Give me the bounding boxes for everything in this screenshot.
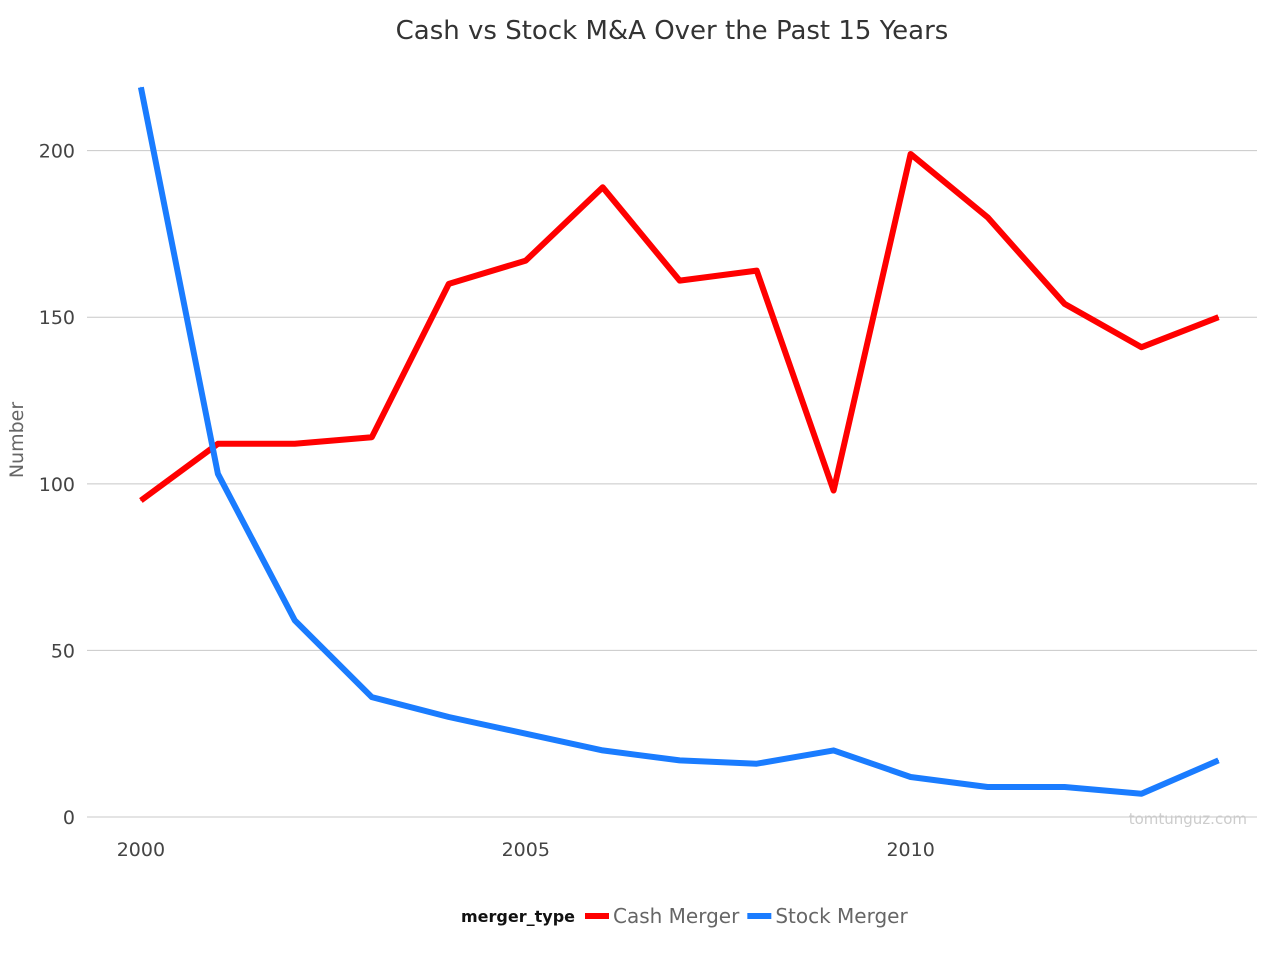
data-point-cash-merger xyxy=(756,270,758,272)
data-point-cash-merger xyxy=(217,443,219,445)
watermark: tomtunguz.com xyxy=(1129,810,1247,828)
data-point-stock-merger xyxy=(987,786,989,788)
data-point-stock-merger xyxy=(140,86,142,88)
data-point-stock-merger xyxy=(602,749,604,751)
y-tick-label: 0 xyxy=(63,807,75,829)
y-axis-ticks: 0 50 100 150 200 xyxy=(39,141,75,829)
data-point-cash-merger xyxy=(1218,316,1219,318)
data-point-cash-merger xyxy=(371,436,373,438)
series-cash-merger xyxy=(139,151,1220,503)
x-tick-label: 2000 xyxy=(117,839,165,861)
data-point-stock-merger xyxy=(833,749,835,751)
legend-items: Cash Merger Stock Merger xyxy=(585,904,908,928)
y-tick-label: 200 xyxy=(39,141,75,163)
data-point-stock-merger xyxy=(679,759,681,761)
data-point-stock-merger xyxy=(294,619,296,621)
series-lines xyxy=(137,86,1220,797)
data-point-stock-merger xyxy=(217,473,219,475)
y-tick-label: 150 xyxy=(39,307,75,329)
legend-label-stock-merger: Stock Merger xyxy=(775,904,908,928)
data-point-stock-merger xyxy=(1141,793,1142,795)
data-point-cash-merger xyxy=(1064,303,1066,305)
data-point-cash-merger xyxy=(294,443,296,445)
gridlines xyxy=(87,150,1257,818)
legend-item-stock-merger: Stock Merger xyxy=(747,904,908,928)
data-point-cash-merger xyxy=(833,490,835,491)
data-point-cash-merger xyxy=(525,260,527,262)
chart-title: Cash vs Stock M&A Over the Past 15 Years xyxy=(396,16,949,46)
data-point-stock-merger xyxy=(1064,786,1066,788)
data-point-stock-merger xyxy=(448,716,450,718)
series-line-cash-merger xyxy=(139,151,1220,503)
data-point-cash-merger xyxy=(1141,346,1142,348)
series-stock-merger xyxy=(137,86,1220,797)
x-tick-label: 2005 xyxy=(502,839,550,861)
data-point-cash-merger xyxy=(602,186,604,188)
data-point-cash-merger xyxy=(987,216,989,218)
data-point-stock-merger xyxy=(910,776,912,778)
legend-label-cash-merger: Cash Merger xyxy=(613,904,740,928)
legend-item-cash-merger: Cash Merger xyxy=(585,904,740,928)
legend-title: merger_type xyxy=(461,907,575,926)
data-point-stock-merger xyxy=(525,733,527,735)
data-point-cash-merger xyxy=(910,153,912,155)
data-point-cash-merger xyxy=(679,280,681,282)
y-tick-label: 100 xyxy=(39,474,75,496)
y-axis-label: Number xyxy=(6,402,28,479)
x-tick-label: 2010 xyxy=(886,839,934,861)
x-axis-ticks: 2000 2005 2010 xyxy=(117,839,935,861)
data-point-cash-merger xyxy=(140,500,142,501)
data-point-stock-merger xyxy=(1218,759,1219,761)
y-tick-label: 50 xyxy=(51,640,75,662)
legend: merger_type Cash Merger Stock Merger xyxy=(461,904,908,928)
data-point-stock-merger xyxy=(371,696,373,698)
data-point-stock-merger xyxy=(756,763,758,765)
data-point-cash-merger xyxy=(448,283,450,285)
